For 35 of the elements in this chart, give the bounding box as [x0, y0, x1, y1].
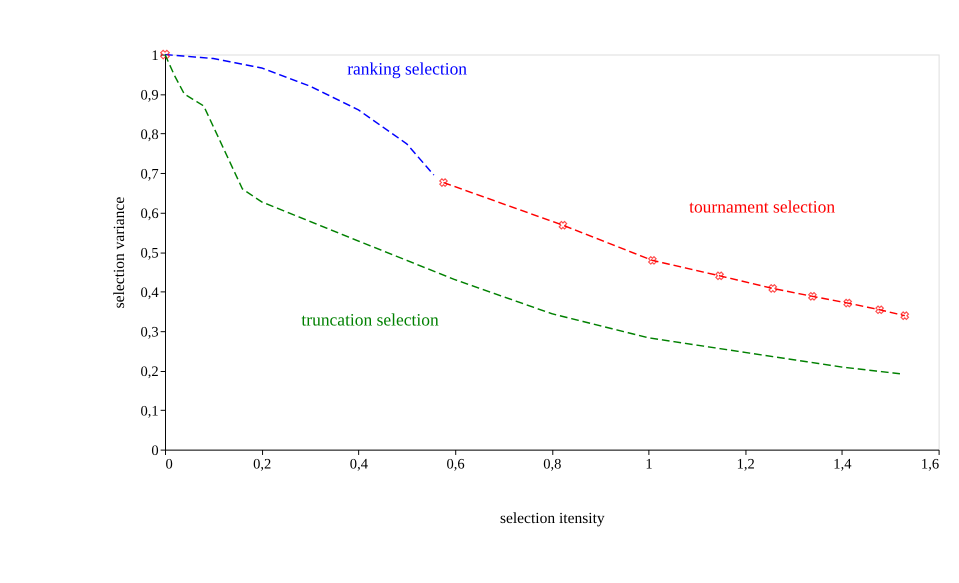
y-axis-title: selection variance: [111, 196, 128, 308]
point: [875, 305, 884, 314]
point: [900, 311, 910, 320]
point: [439, 178, 448, 187]
x-tick-label: 0: [165, 456, 173, 473]
y-tick-label: 0,4: [140, 284, 160, 301]
y-tick-label: 0,5: [140, 245, 159, 262]
y-tick-label: 0,6: [140, 206, 159, 222]
y-tick-label: 0,3: [140, 324, 159, 340]
text: tournament selection: [689, 196, 836, 217]
x-tick-label: 0,4: [350, 456, 369, 473]
point: [843, 298, 852, 308]
series-label: ranking selection: [347, 58, 468, 79]
point: [808, 292, 817, 301]
y-tick-label: 0,7: [140, 166, 159, 182]
x-axis-title: selection itensity: [500, 510, 605, 527]
y-tick-label: 0,1: [140, 403, 159, 420]
x-tick-label: 0,8: [543, 456, 562, 473]
x-tick-label: 1,4: [833, 456, 852, 473]
point: [160, 50, 170, 60]
y-tick-label: 0,2: [140, 364, 159, 380]
y-tick-label: 0,8: [140, 126, 159, 143]
x-tick-label: 1,6: [920, 456, 940, 473]
x-tick-label: 1: [645, 456, 653, 473]
x-tick-label: 0,2: [253, 456, 272, 473]
point: [768, 284, 778, 293]
y-tick-label: 0: [151, 442, 159, 459]
x-tick-label: 1,2: [736, 456, 755, 473]
series-label: truncation selection: [301, 309, 439, 330]
y-tick-label: 0,9: [140, 87, 159, 104]
point: [558, 220, 568, 230]
y-tick-label: 1: [151, 48, 159, 64]
point: [648, 256, 657, 265]
point: [715, 271, 724, 280]
x-tick-label: 0,6: [446, 456, 465, 473]
